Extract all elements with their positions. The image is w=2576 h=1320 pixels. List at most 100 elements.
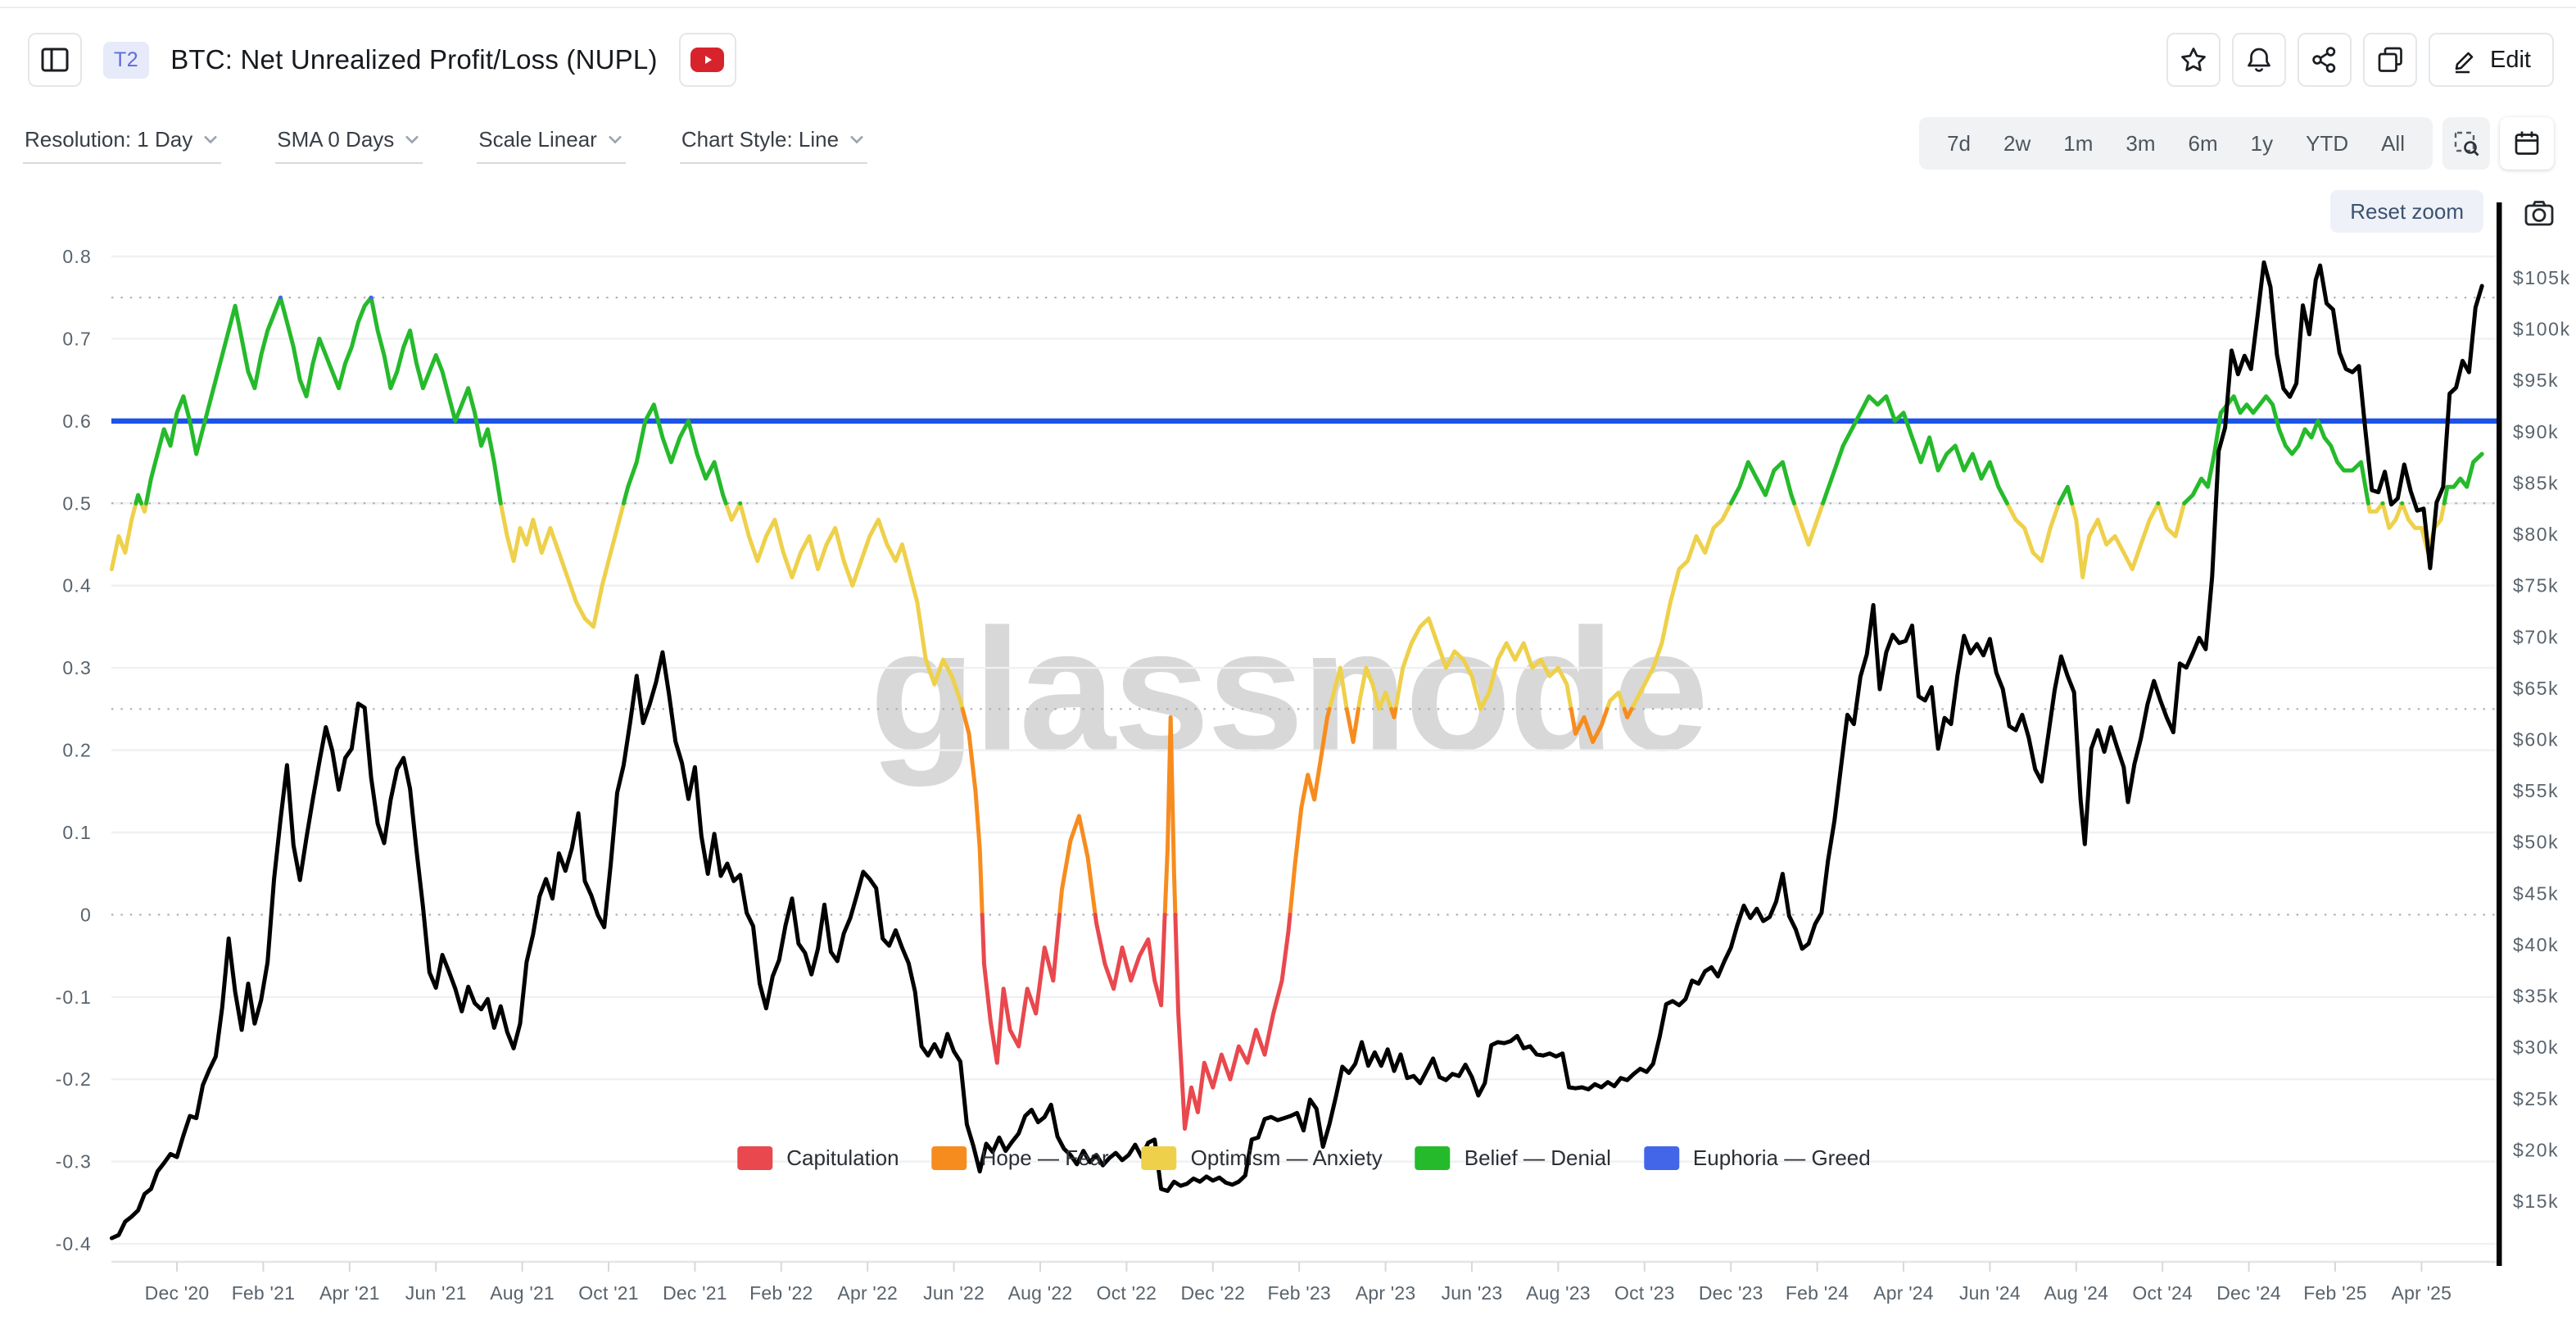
svg-text:Jun '23: Jun '23 bbox=[1442, 1282, 1503, 1304]
svg-text:Dec '24: Dec '24 bbox=[2216, 1282, 2281, 1304]
svg-text:$55k: $55k bbox=[2513, 780, 2559, 801]
range-3m[interactable]: 3m bbox=[2109, 131, 2171, 156]
star-icon bbox=[2179, 45, 2208, 75]
svg-text:Dec '21: Dec '21 bbox=[663, 1282, 727, 1304]
legend-label: Capitulation bbox=[786, 1145, 899, 1170]
zoom-select-icon bbox=[2452, 129, 2481, 158]
svg-text:0: 0 bbox=[80, 904, 92, 925]
svg-text:$20k: $20k bbox=[2513, 1139, 2559, 1160]
svg-text:$85k: $85k bbox=[2513, 472, 2559, 493]
svg-text:0.8: 0.8 bbox=[62, 246, 92, 267]
svg-text:-0.1: -0.1 bbox=[56, 987, 92, 1008]
sma-dropdown[interactable]: SMA 0 Days bbox=[275, 124, 423, 164]
youtube-icon bbox=[690, 48, 725, 72]
reset-zoom-button[interactable]: Reset zoom bbox=[2330, 190, 2483, 233]
time-range-selector: 7d 2w 1m 3m 6m 1y YTD All bbox=[1919, 117, 2433, 170]
svg-text:Oct '24: Oct '24 bbox=[2132, 1282, 2193, 1304]
chart-style-dropdown[interactable]: Chart Style: Line bbox=[679, 124, 868, 164]
chart-legend: Capitulation Hope — Fear Optimism — Anxi… bbox=[737, 1145, 1871, 1171]
range-6m[interactable]: 6m bbox=[2172, 131, 2234, 156]
range-all[interactable]: All bbox=[2365, 131, 2421, 156]
pencil-icon bbox=[2452, 46, 2479, 74]
page-top-divider bbox=[0, 7, 2576, 8]
belief-denial-swatch bbox=[1415, 1146, 1451, 1170]
range-2w[interactable]: 2w bbox=[1987, 131, 2047, 156]
copy-button[interactable] bbox=[2363, 33, 2418, 87]
svg-text:Jun '21: Jun '21 bbox=[405, 1282, 467, 1304]
optimism-anxiety-swatch bbox=[1141, 1146, 1177, 1170]
legend-item-optimism-anxiety[interactable]: Optimism — Anxiety bbox=[1141, 1145, 1383, 1171]
sma-dropdown-label: SMA 0 Days bbox=[277, 126, 395, 152]
range-7d[interactable]: 7d bbox=[1931, 131, 1987, 156]
copy-icon bbox=[2375, 45, 2405, 75]
svg-text:Oct '23: Oct '23 bbox=[1614, 1282, 1675, 1304]
range-1y[interactable]: 1y bbox=[2234, 131, 2289, 156]
svg-text:$30k: $30k bbox=[2513, 1036, 2559, 1058]
edit-button-label: Edit bbox=[2490, 46, 2531, 73]
edit-button[interactable]: Edit bbox=[2429, 33, 2554, 87]
chevron-down-icon bbox=[201, 134, 220, 145]
svg-text:Feb '22: Feb '22 bbox=[749, 1282, 813, 1304]
svg-text:$40k: $40k bbox=[2513, 934, 2559, 955]
svg-text:0.3: 0.3 bbox=[62, 657, 92, 678]
svg-text:$45k: $45k bbox=[2513, 882, 2559, 904]
svg-text:$25k: $25k bbox=[2513, 1088, 2559, 1109]
legend-label: Euphoria — Greed bbox=[1692, 1145, 1871, 1170]
tier-badge: T2 bbox=[103, 41, 150, 79]
legend-label: Hope — Fear bbox=[980, 1145, 1109, 1170]
svg-text:Aug '24: Aug '24 bbox=[2044, 1282, 2108, 1304]
resolution-dropdown-label: Resolution: 1 Day bbox=[25, 126, 193, 152]
svg-text:0.7: 0.7 bbox=[62, 328, 92, 349]
svg-text:$70k: $70k bbox=[2513, 626, 2559, 647]
legend-item-hope-fear[interactable]: Hope — Fear bbox=[931, 1145, 1109, 1171]
scale-dropdown-label: Scale Linear bbox=[478, 126, 597, 152]
scale-dropdown[interactable]: Scale Linear bbox=[477, 124, 626, 164]
svg-text:$75k: $75k bbox=[2513, 575, 2559, 596]
reset-zoom-label: Reset zoom bbox=[2350, 198, 2464, 224]
svg-text:Jun '22: Jun '22 bbox=[923, 1282, 985, 1304]
svg-text:Apr '24: Apr '24 bbox=[1873, 1282, 1934, 1304]
resolution-dropdown[interactable]: Resolution: 1 Day bbox=[23, 124, 222, 164]
svg-text:Apr '25: Apr '25 bbox=[2392, 1282, 2452, 1304]
sidebar-toggle-button[interactable] bbox=[28, 33, 82, 87]
calendar-button[interactable] bbox=[2500, 117, 2554, 170]
svg-text:Feb '23: Feb '23 bbox=[1267, 1282, 1330, 1304]
zoom-select-button[interactable] bbox=[2442, 117, 2490, 170]
page-title: BTC: Net Unrealized Profit/Loss (NUPL) bbox=[170, 44, 658, 75]
share-button[interactable] bbox=[2298, 33, 2352, 87]
svg-text:0.4: 0.4 bbox=[62, 575, 92, 596]
legend-item-euphoria-greed[interactable]: Euphoria — Greed bbox=[1643, 1145, 1871, 1171]
calendar-icon bbox=[2512, 129, 2542, 158]
bell-icon bbox=[2244, 45, 2274, 75]
svg-text:$60k: $60k bbox=[2513, 728, 2559, 750]
svg-text:Dec '22: Dec '22 bbox=[1180, 1282, 1245, 1304]
svg-text:0.6: 0.6 bbox=[62, 411, 92, 432]
svg-text:0.1: 0.1 bbox=[62, 822, 92, 843]
share-icon bbox=[2310, 45, 2339, 75]
svg-text:Jun '24: Jun '24 bbox=[1959, 1282, 2021, 1304]
svg-text:Dec '20: Dec '20 bbox=[145, 1282, 210, 1304]
svg-text:Feb '25: Feb '25 bbox=[2303, 1282, 2366, 1304]
legend-label: Belief — Denial bbox=[1464, 1145, 1611, 1170]
svg-text:$80k: $80k bbox=[2513, 524, 2559, 545]
screenshot-button[interactable] bbox=[2521, 195, 2557, 231]
alerts-button[interactable] bbox=[2232, 33, 2287, 87]
hope-fear-swatch bbox=[931, 1146, 967, 1170]
svg-text:$95k: $95k bbox=[2513, 370, 2559, 391]
range-1m[interactable]: 1m bbox=[2047, 131, 2109, 156]
chevron-down-icon bbox=[403, 134, 421, 145]
favorite-button[interactable] bbox=[2166, 33, 2221, 87]
range-ytd[interactable]: YTD bbox=[2289, 131, 2365, 156]
legend-item-belief-denial[interactable]: Belief — Denial bbox=[1415, 1145, 1611, 1171]
svg-text:$50k: $50k bbox=[2513, 832, 2559, 853]
svg-text:$65k: $65k bbox=[2513, 678, 2559, 699]
svg-text:Aug '21: Aug '21 bbox=[490, 1282, 555, 1304]
svg-text:$100k: $100k bbox=[2513, 319, 2571, 340]
svg-text:Apr '21: Apr '21 bbox=[319, 1282, 380, 1304]
youtube-button[interactable] bbox=[678, 33, 736, 87]
legend-item-capitulation[interactable]: Capitulation bbox=[737, 1145, 899, 1171]
svg-text:0.5: 0.5 bbox=[62, 492, 92, 514]
camera-icon bbox=[2523, 197, 2556, 229]
svg-text:$15k: $15k bbox=[2513, 1191, 2559, 1212]
